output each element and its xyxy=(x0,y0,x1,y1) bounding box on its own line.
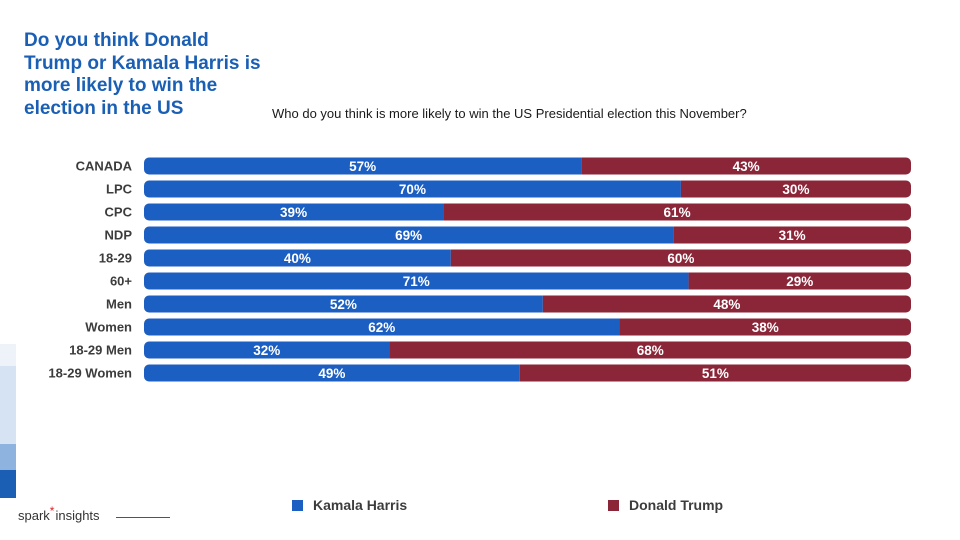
logo-star-icon: * xyxy=(49,504,55,518)
bar-harris-lpc xyxy=(144,180,681,198)
deco-block-4 xyxy=(0,470,16,498)
value-label-harris-18-29-women: 49% xyxy=(318,366,345,381)
bar-trump-canada xyxy=(581,157,911,175)
bar-harris-cpc xyxy=(144,203,444,221)
value-label-trump-ndp: 31% xyxy=(779,228,806,243)
legend-swatch-harris xyxy=(292,499,303,511)
value-label-trump-canada: 43% xyxy=(733,159,760,174)
logo-word-spark: spark xyxy=(18,508,50,523)
headline: Do you think Donald Trump or Kamala Harr… xyxy=(24,30,261,119)
spark-insights-logo: spark*insights xyxy=(18,504,100,523)
legend-item-trump: Donald Trump xyxy=(608,497,723,513)
bar-trump-18-29 xyxy=(450,249,911,267)
row-label-men: Men xyxy=(106,297,132,312)
value-label-harris-60: 71% xyxy=(403,274,430,289)
bar-row-women: Women 62% 38% xyxy=(85,318,911,336)
bar-row-ndp: NDP 69% 31% xyxy=(105,226,911,244)
bar-harris-canada xyxy=(144,157,582,175)
value-label-trump-18-29-women: 51% xyxy=(702,366,729,381)
value-label-harris-cpc: 39% xyxy=(280,205,307,220)
row-label-60: 60+ xyxy=(110,274,132,289)
row-label-ndp: NDP xyxy=(105,228,133,243)
bar-trump-ndp xyxy=(673,226,911,244)
bar-trump-18-29-women xyxy=(519,364,911,382)
value-label-harris-18-29: 40% xyxy=(284,251,311,266)
bar-row-canada: CANADA 57% 43% xyxy=(76,157,911,175)
bar-row-60: 60+ 71% 29% xyxy=(110,272,911,290)
legend-item-harris: Kamala Harris xyxy=(292,497,407,513)
bar-harris-18-29-men xyxy=(144,341,390,359)
row-label-canada: CANADA xyxy=(76,159,133,174)
value-label-trump-18-29: 60% xyxy=(667,251,694,266)
value-label-harris-men: 52% xyxy=(330,297,357,312)
bar-harris-18-29-women xyxy=(144,364,520,382)
row-label-lpc: LPC xyxy=(106,182,133,197)
logo-word-insights: insights xyxy=(55,508,100,523)
value-label-harris-women: 62% xyxy=(368,320,395,335)
bar-row-18-29-men: 18-29 Men 32% 68% xyxy=(69,341,911,359)
bar-trump-lpc xyxy=(680,180,911,198)
value-label-trump-60: 29% xyxy=(786,274,813,289)
row-label-cpc: CPC xyxy=(105,205,133,220)
deco-block-2 xyxy=(0,366,16,444)
value-label-trump-women: 38% xyxy=(752,320,779,335)
value-label-harris-ndp: 69% xyxy=(395,228,422,243)
bar-harris-men xyxy=(144,295,543,313)
bar-row-18-29-women: 18-29 Women 49% 51% xyxy=(48,364,911,382)
deco-block-1 xyxy=(0,344,16,366)
bar-harris-60 xyxy=(144,272,689,290)
value-label-trump-18-29-men: 68% xyxy=(637,343,664,358)
bar-row-cpc: CPC 39% 61% xyxy=(105,203,911,221)
value-label-harris-lpc: 70% xyxy=(399,182,426,197)
bar-harris-ndp xyxy=(144,226,674,244)
legend-label-harris: Kamala Harris xyxy=(313,497,408,513)
bar-harris-18-29 xyxy=(144,249,451,267)
value-label-harris-18-29-men: 32% xyxy=(253,343,280,358)
value-label-trump-lpc: 30% xyxy=(782,182,809,197)
row-label-18-29-men: 18-29 Men xyxy=(69,343,132,358)
bar-trump-men xyxy=(542,295,911,313)
value-label-trump-cpc: 61% xyxy=(664,205,691,220)
bar-row-18-29: 18-29 40% 60% xyxy=(99,249,911,267)
legend-swatch-trump xyxy=(608,499,619,511)
bar-trump-women xyxy=(619,318,911,336)
bar-trump-cpc xyxy=(443,203,911,221)
legend-label-trump: Donald Trump xyxy=(629,497,724,513)
bar-trump-18-29-men xyxy=(389,341,911,359)
bar-row-men: Men 52% 48% xyxy=(106,295,911,313)
deco-block-3 xyxy=(0,444,16,470)
row-label-18-29: 18-29 xyxy=(99,251,132,266)
value-label-trump-men: 48% xyxy=(713,297,740,312)
row-label-women: Women xyxy=(85,320,132,335)
value-label-harris-canada: 57% xyxy=(349,159,376,174)
logo-underline xyxy=(116,517,170,518)
bar-harris-women xyxy=(144,318,620,336)
row-label-18-29-women: 18-29 Women xyxy=(48,366,132,381)
bar-trump-60 xyxy=(688,272,911,290)
bar-row-lpc: LPC 70% 30% xyxy=(106,180,911,198)
survey-question: Who do you think is more likely to win t… xyxy=(272,106,747,121)
